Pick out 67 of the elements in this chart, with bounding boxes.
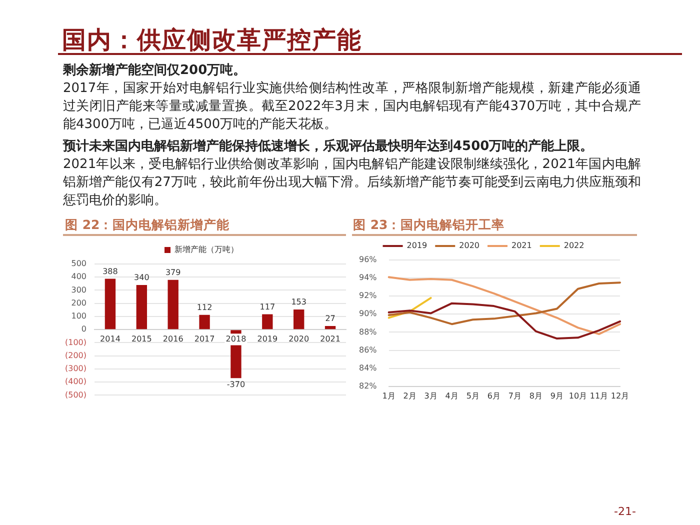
x-tick-label: 3月: [424, 391, 438, 400]
bar: [199, 314, 210, 330]
y-tick-label: 400: [71, 272, 87, 282]
y-tick-label: 96%: [359, 255, 378, 264]
y-tick-label: 84%: [359, 363, 378, 372]
bar: [104, 278, 116, 330]
x-tick-label: 10月: [568, 391, 588, 400]
text: 2017年，国家开始对电解铝行业实施供给侧结构性改革，严格限制新增产能规模，新建产能必须通过关闭旧产能来等量或减量置换。截至2022年3月末，国内电解铝现有产能4370万吨，其中合规产能4300万吨，已逼近4500万吨的产能天花板。: [63, 81, 641, 132]
y-tick-label: (400): [64, 377, 87, 386]
legend-label: 2021: [512, 241, 532, 250]
data-label: 379: [165, 268, 181, 277]
x-tick-label: 2016: [162, 334, 184, 344]
x-tick-label: 2021: [320, 334, 340, 344]
x-tick-label: 6月: [487, 391, 500, 400]
data-label: 388: [102, 266, 118, 276]
y-tick-label: 90%: [359, 309, 378, 318]
legend-label: 2019: [406, 241, 428, 250]
x-tick-label: 8月: [529, 391, 542, 400]
legend-label: 新增产能（万吨）: [174, 245, 238, 254]
data-label: -370: [226, 380, 246, 390]
data-label: 117: [260, 302, 276, 312]
y-tick-label: (300): [64, 364, 87, 374]
x-tick-label: 4月: [445, 391, 458, 400]
y-tick-label: 300: [71, 285, 87, 294]
y-tick-label: 92%: [359, 291, 378, 300]
x-tick-label: 2020: [288, 334, 310, 344]
chart-title: 图 23：国内电解铝开工率: [353, 217, 505, 234]
bar: [262, 314, 273, 330]
x-tick-label: 7月: [508, 391, 522, 400]
y-tick-label: 200: [71, 298, 87, 308]
x-tick-label: 12月: [610, 391, 630, 400]
y-tick-label: 94%: [359, 273, 378, 282]
y-tick-label: 0: [81, 324, 87, 334]
bar: [294, 310, 304, 330]
data-label: 112: [196, 302, 212, 312]
x-tick-label: 2018: [226, 334, 246, 344]
data-label: 340: [134, 273, 150, 282]
text: -21-: [614, 505, 636, 518]
x-tick-label: 2月: [403, 391, 416, 400]
legend-label: 2020: [459, 241, 480, 250]
y-tick-label: (200): [64, 350, 87, 360]
x-tick-label: 1月: [382, 391, 396, 400]
x-tick-label: 9月: [550, 391, 564, 400]
x-tick-label: 2015: [131, 334, 152, 344]
y-tick-label: (100): [64, 338, 87, 347]
bar: [136, 284, 148, 330]
text: 预计未来国内电解铝新增产能保持低速增长，乐观评估最快明年达到4500万吨的产能上限。: [63, 138, 594, 156]
x-tick-label: 2017: [194, 334, 215, 344]
x-tick-label: 11月: [590, 391, 608, 400]
x-tick-label: 5月: [466, 391, 480, 400]
text: 国内：供应侧改革严控产能: [62, 25, 362, 56]
bar: [168, 280, 178, 330]
x-tick-label: 2019: [257, 334, 278, 344]
data-label: 27: [325, 314, 336, 324]
y-tick-label: 86%: [359, 345, 378, 354]
chart-title: 图 22：国内电解铝新增产能: [65, 217, 230, 234]
text: 剩余新增产能空间仅200万吨。: [63, 62, 248, 80]
x-tick-label: 2014: [100, 334, 120, 344]
y-tick-label: 82%: [359, 381, 378, 390]
y-tick-label: 88%: [359, 327, 378, 336]
y-tick-label: 500: [71, 259, 87, 268]
legend-label: 2022: [564, 241, 584, 250]
bar: [324, 326, 336, 330]
text: 2021年以来，受电解铝行业供给侧改革影响，国内电解铝产能建设限制继续强化，2021年国内电解铝新增产能仅有27万吨，较此前年份出现大幅下滑。后续新增产能节奏可能受到云南电力供应瓶颈和惩罚电价的影响。: [63, 157, 641, 208]
data-label: 153: [291, 298, 306, 307]
y-tick-label: 100: [71, 312, 87, 321]
y-tick-label: (500): [64, 390, 87, 400]
